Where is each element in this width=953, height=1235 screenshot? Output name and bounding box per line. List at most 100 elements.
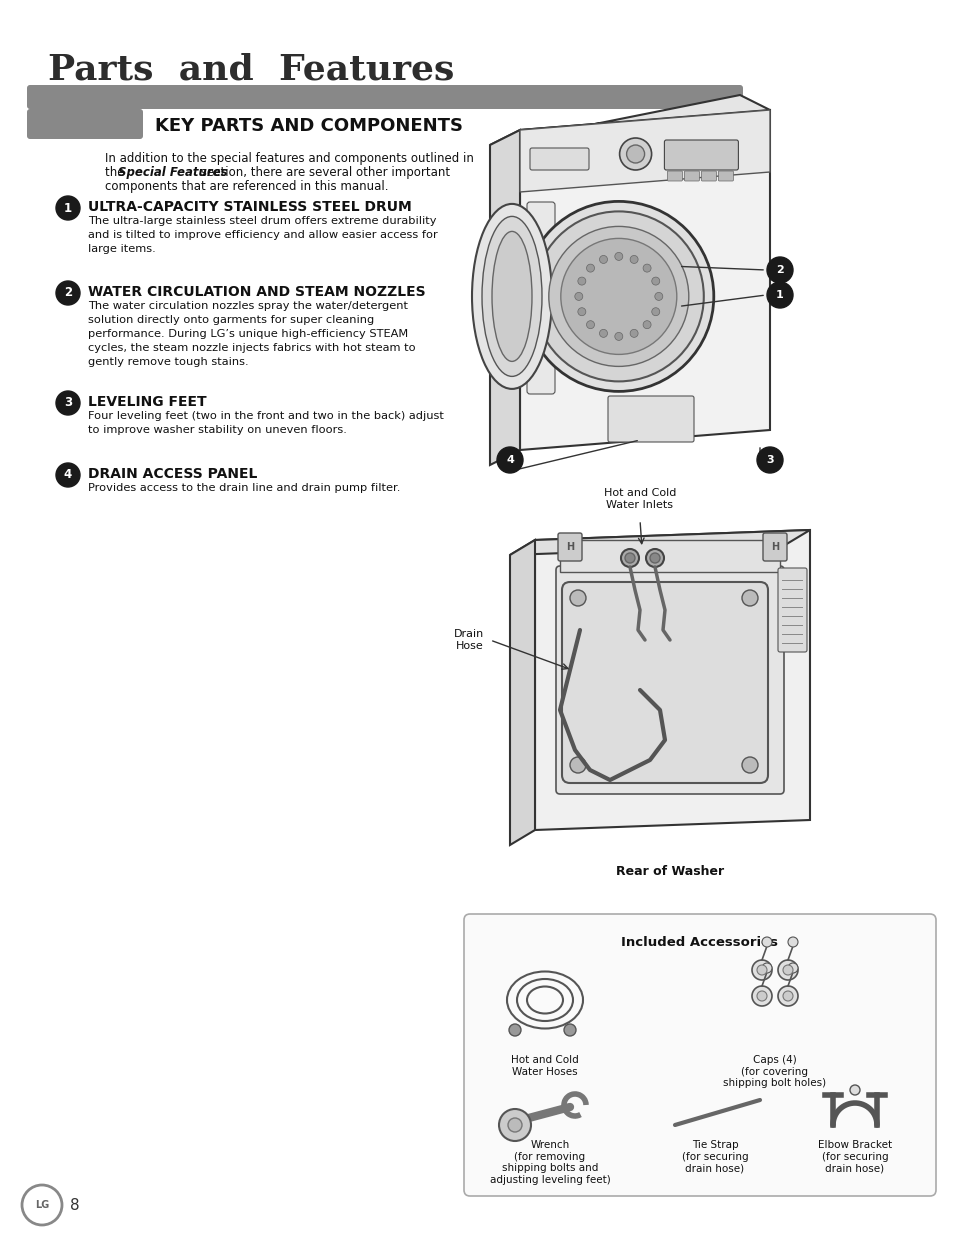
Circle shape: [766, 257, 792, 283]
Text: 1: 1: [776, 290, 783, 300]
Ellipse shape: [492, 231, 532, 362]
Text: Four leveling feet (two in the front and two in the back) adjust: Four leveling feet (two in the front and…: [88, 411, 443, 421]
FancyBboxPatch shape: [526, 332, 555, 394]
Text: H: H: [770, 542, 779, 552]
Text: Wrench
(for removing
shipping bolts and
adjusting leveling feet): Wrench (for removing shipping bolts and …: [489, 1140, 610, 1184]
Circle shape: [56, 282, 80, 305]
Polygon shape: [490, 95, 769, 144]
Text: H: H: [565, 542, 574, 552]
Text: KEY PARTS AND COMPONENTS: KEY PARTS AND COMPONENTS: [154, 117, 462, 135]
Circle shape: [523, 201, 713, 391]
Text: gently remove tough stains.: gently remove tough stains.: [88, 357, 249, 367]
Text: WATER CIRCULATION AND STEAM NOZZLES: WATER CIRCULATION AND STEAM NOZZLES: [88, 285, 425, 299]
FancyBboxPatch shape: [530, 148, 588, 170]
Circle shape: [654, 293, 662, 300]
Polygon shape: [490, 130, 519, 466]
Text: section, there are several other important: section, there are several other importa…: [197, 165, 450, 179]
Ellipse shape: [481, 216, 541, 377]
Text: ULTRA-CAPACITY STAINLESS STEEL DRUM: ULTRA-CAPACITY STAINLESS STEEL DRUM: [88, 200, 412, 214]
Circle shape: [766, 282, 792, 308]
Text: In addition to the special features and components outlined in: In addition to the special features and …: [105, 152, 474, 165]
Circle shape: [629, 330, 638, 337]
Circle shape: [651, 308, 659, 316]
Polygon shape: [519, 110, 769, 191]
Circle shape: [649, 553, 659, 563]
Circle shape: [22, 1186, 62, 1225]
Text: Hot and Cold
Water Inlets: Hot and Cold Water Inlets: [603, 488, 676, 510]
FancyBboxPatch shape: [667, 170, 681, 182]
Circle shape: [56, 196, 80, 220]
Circle shape: [507, 1118, 521, 1132]
Circle shape: [586, 264, 594, 272]
Circle shape: [778, 960, 797, 981]
Circle shape: [642, 321, 650, 329]
FancyBboxPatch shape: [556, 566, 783, 794]
Circle shape: [578, 308, 585, 316]
Circle shape: [761, 937, 771, 947]
Circle shape: [56, 463, 80, 487]
Text: Drain
Hose: Drain Hose: [454, 629, 483, 651]
FancyBboxPatch shape: [558, 534, 581, 561]
Text: LG: LG: [35, 1200, 49, 1210]
Circle shape: [642, 264, 650, 272]
Text: 3: 3: [64, 396, 72, 410]
Circle shape: [782, 990, 792, 1002]
Polygon shape: [519, 110, 769, 450]
Text: 3: 3: [765, 454, 773, 466]
Circle shape: [618, 138, 651, 170]
Circle shape: [575, 293, 582, 300]
Text: 8: 8: [70, 1198, 79, 1213]
FancyBboxPatch shape: [718, 170, 733, 182]
Circle shape: [563, 1024, 576, 1036]
Text: 4: 4: [505, 454, 514, 466]
Polygon shape: [535, 530, 809, 830]
Circle shape: [645, 550, 663, 567]
Circle shape: [651, 277, 659, 285]
FancyBboxPatch shape: [27, 109, 143, 140]
Circle shape: [741, 757, 758, 773]
Text: The water circulation nozzles spray the water/detergent: The water circulation nozzles spray the …: [88, 301, 408, 311]
Circle shape: [751, 960, 771, 981]
FancyBboxPatch shape: [663, 140, 738, 170]
Circle shape: [778, 986, 797, 1007]
FancyBboxPatch shape: [463, 914, 935, 1195]
FancyBboxPatch shape: [778, 568, 806, 652]
FancyBboxPatch shape: [607, 396, 693, 442]
Circle shape: [586, 321, 594, 329]
Circle shape: [569, 757, 585, 773]
Circle shape: [497, 447, 522, 473]
FancyBboxPatch shape: [27, 85, 742, 109]
Ellipse shape: [472, 204, 552, 389]
Circle shape: [782, 965, 792, 974]
Text: 1: 1: [64, 201, 72, 215]
Circle shape: [56, 391, 80, 415]
Text: Provides access to the drain line and drain pump filter.: Provides access to the drain line and dr…: [88, 483, 400, 493]
Text: The ultra-large stainless steel drum offers extreme durability: The ultra-large stainless steel drum off…: [88, 216, 436, 226]
Text: Hot and Cold
Water Hoses: Hot and Cold Water Hoses: [511, 1055, 578, 1077]
Text: and is tilted to improve efficiency and allow easier access for: and is tilted to improve efficiency and …: [88, 230, 437, 240]
Circle shape: [560, 238, 676, 354]
Text: LEVELING FEET: LEVELING FEET: [88, 395, 207, 409]
FancyBboxPatch shape: [561, 582, 767, 783]
FancyBboxPatch shape: [762, 534, 786, 561]
Circle shape: [534, 211, 703, 382]
Text: to improve washer stability on uneven floors.: to improve washer stability on uneven fl…: [88, 425, 347, 435]
Text: solution directly onto garments for super cleaning: solution directly onto garments for supe…: [88, 315, 374, 325]
Circle shape: [509, 1024, 520, 1036]
Circle shape: [614, 252, 622, 261]
Text: Tie Strap
(for securing
drain hose): Tie Strap (for securing drain hose): [681, 1140, 747, 1173]
Circle shape: [614, 332, 622, 341]
Circle shape: [548, 226, 688, 367]
Text: Special Features: Special Features: [117, 165, 227, 179]
Text: Parts  and  Features: Parts and Features: [48, 52, 454, 86]
FancyBboxPatch shape: [526, 267, 555, 329]
Circle shape: [757, 990, 766, 1002]
Circle shape: [787, 937, 797, 947]
Text: 2: 2: [64, 287, 72, 300]
Text: the: the: [105, 165, 128, 179]
Text: Rear of Washer: Rear of Washer: [616, 864, 723, 878]
Circle shape: [498, 1109, 531, 1141]
FancyBboxPatch shape: [559, 540, 780, 572]
Text: DRAIN ACCESS PANEL: DRAIN ACCESS PANEL: [88, 467, 257, 480]
Polygon shape: [510, 530, 809, 555]
